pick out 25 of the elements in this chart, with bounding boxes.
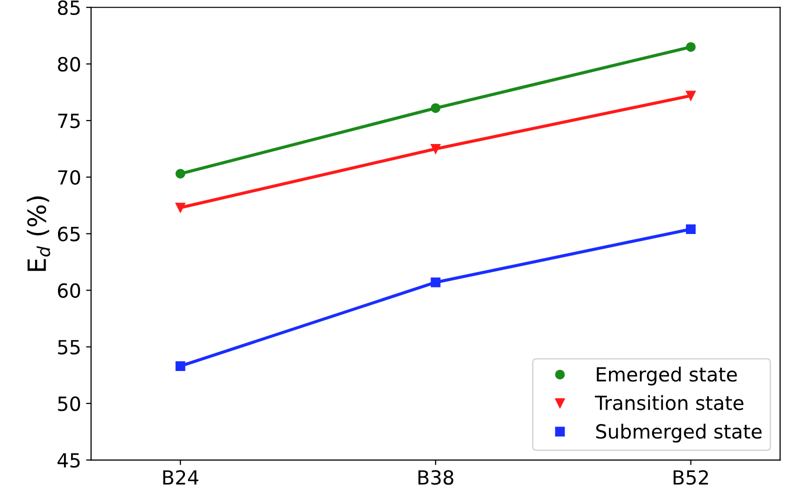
legend-label: Transition state xyxy=(594,395,744,410)
point xyxy=(686,42,696,52)
point xyxy=(430,103,440,113)
point xyxy=(176,202,186,213)
y-tick-label: 60 xyxy=(58,283,80,298)
x-tick-label: B38 xyxy=(418,470,454,485)
x-tick-label: B52 xyxy=(674,470,708,485)
legend-label: Submerged state xyxy=(596,424,762,443)
point xyxy=(430,277,440,288)
y-axis-title: E$_{d}$ (%) xyxy=(26,196,50,271)
x-tick-label: B24 xyxy=(163,470,198,485)
y-tick-label: 80 xyxy=(58,56,80,72)
y-tick-label: 55 xyxy=(58,340,80,355)
y-tick-label: 70 xyxy=(58,170,80,185)
y-tick-label: 50 xyxy=(58,396,80,412)
y-tick-label: 65 xyxy=(58,226,80,242)
point xyxy=(176,168,186,179)
y-tick-label: 75 xyxy=(58,114,80,128)
point xyxy=(686,90,696,101)
y-tick-label: 85 xyxy=(58,0,80,16)
y-tick-label: 45 xyxy=(58,453,80,468)
point xyxy=(686,224,696,234)
point xyxy=(176,361,186,371)
legend-label: Emerged state xyxy=(596,366,737,386)
point xyxy=(430,144,440,154)
